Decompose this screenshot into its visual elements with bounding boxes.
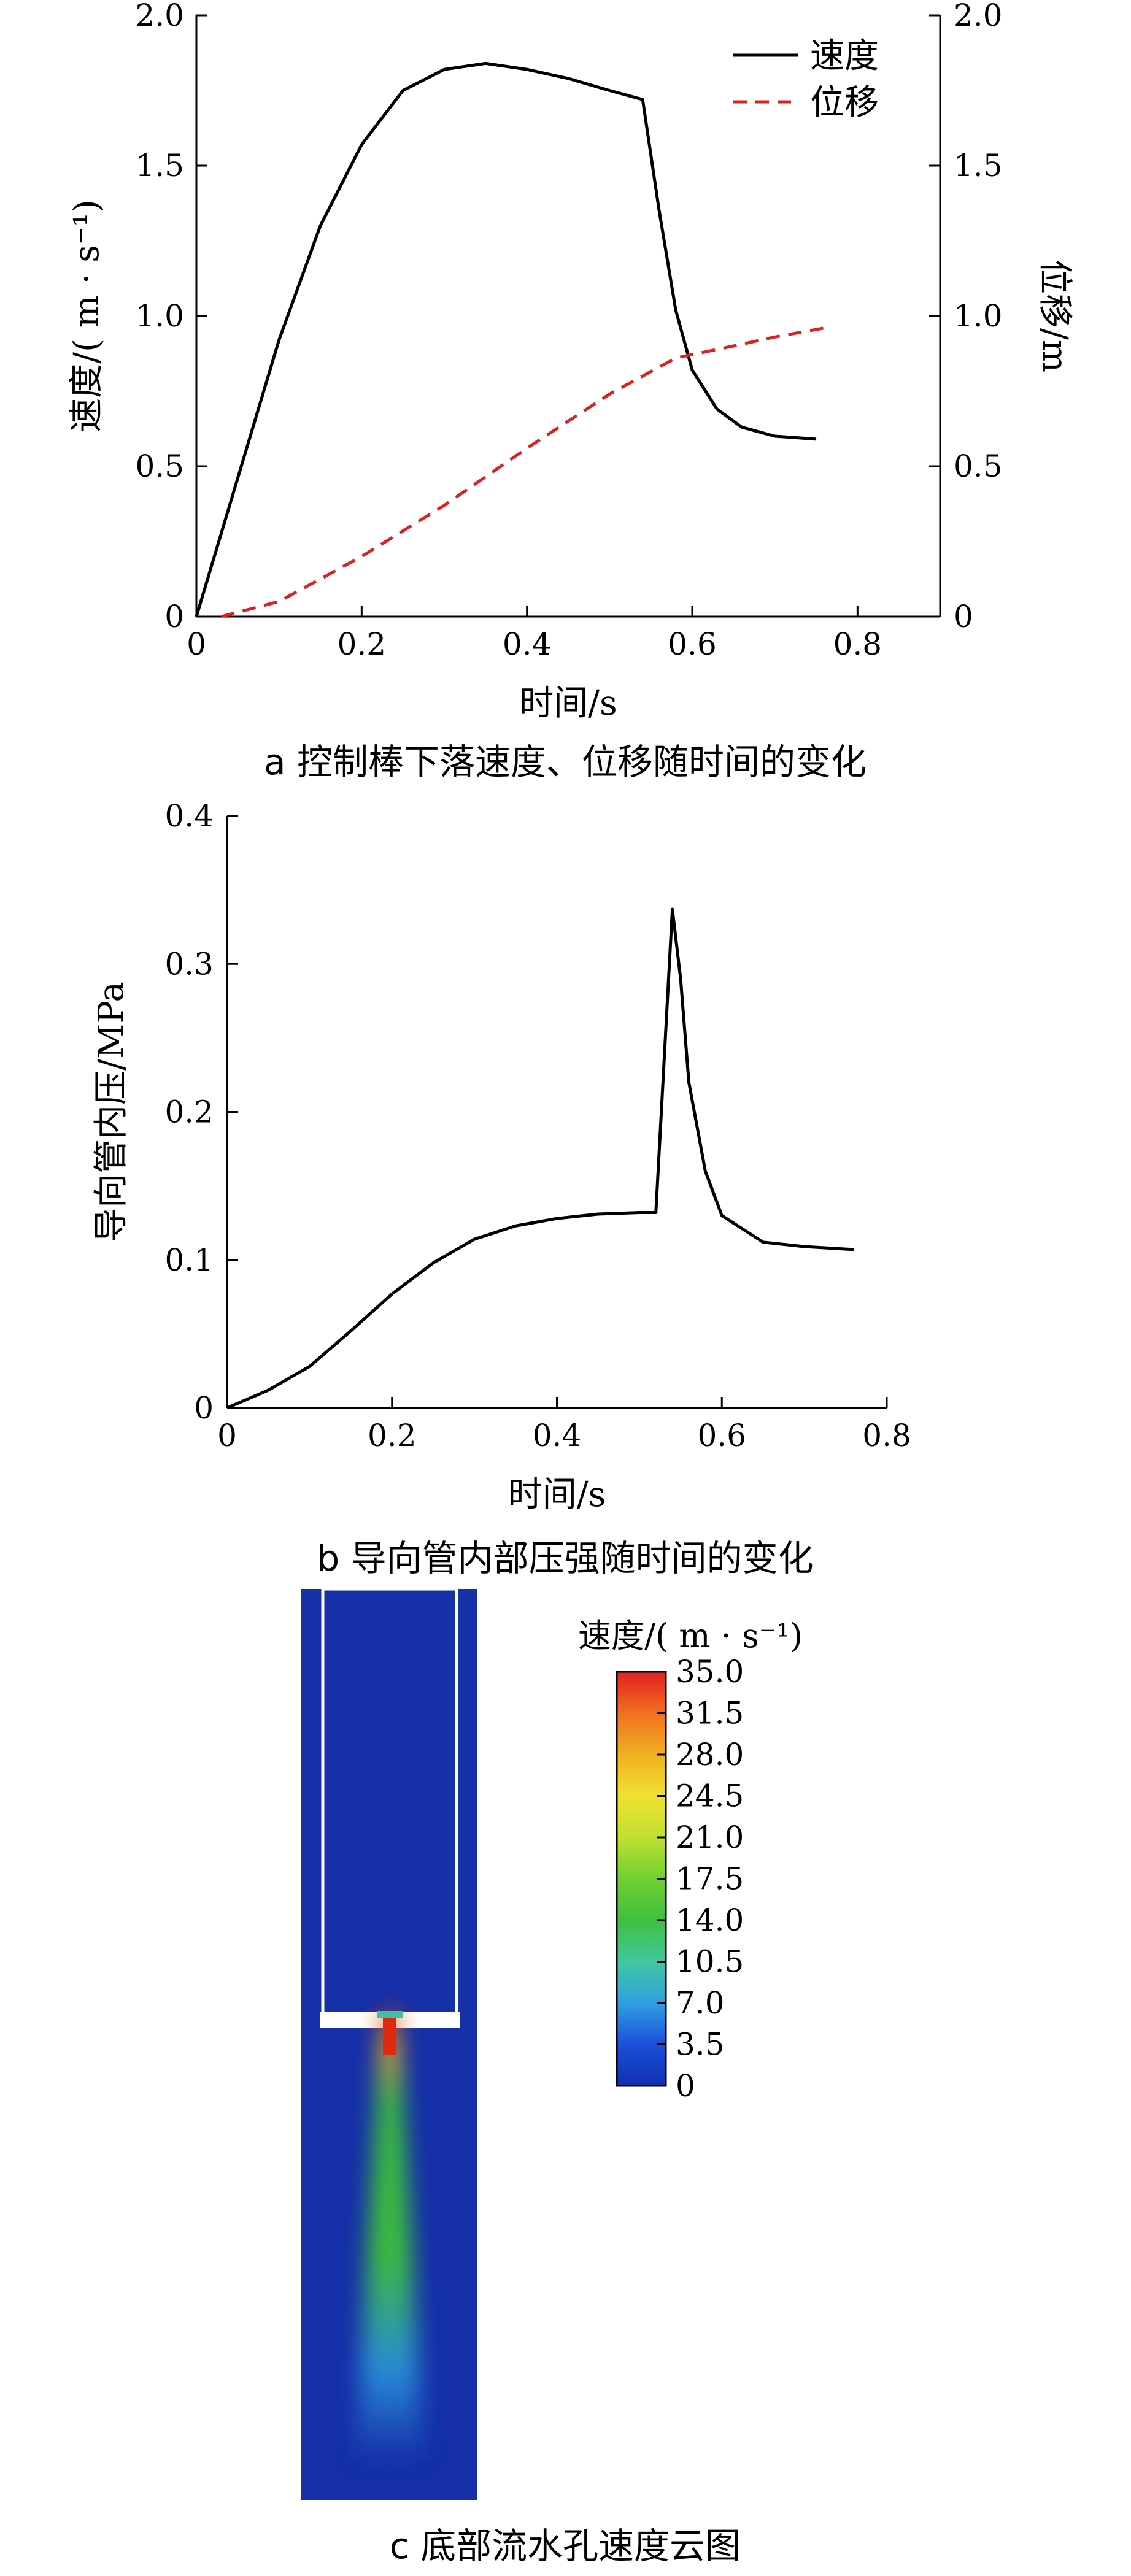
x-tick-label: 0.2 bbox=[368, 1418, 417, 1453]
colorbar-tick-label: 35.0 bbox=[676, 1654, 744, 1690]
y-left-tick-label: 1.0 bbox=[135, 298, 184, 334]
y-left-tick-label: 0 bbox=[164, 599, 184, 634]
y-right-tick-label: 0 bbox=[954, 599, 973, 634]
colorbar-tick-label: 7.0 bbox=[676, 1985, 725, 2021]
velocity-displacement-chart: 0 0.2 0.4 0.6 0.8 0 0.5 1.0 1.5 2.0 0 0.5 1.0 1.5 2.0 时… bbox=[67, 0, 1075, 783]
chart-panel-a: 0 0.2 0.4 0.6 0.8 0 0.5 1.0 1.5 2.0 0 0.5 1.0 1.5 2.0 时… bbox=[0, 0, 1131, 791]
x-axis-label: 时间/s bbox=[519, 683, 617, 723]
chart-panel-b: 0 0.2 0.4 0.6 0.8 0 0.1 0.2 0.3 0.4 时间/s 导向管内压/MPa b… bbox=[0, 791, 1131, 1589]
colorbar-tick-label: 10.5 bbox=[676, 1944, 744, 1980]
colorbar-tick-label: 3.5 bbox=[676, 2027, 725, 2063]
colorbar-tick-label: 31.5 bbox=[676, 1696, 744, 1731]
y-left-tick-label: 2.0 bbox=[135, 0, 184, 33]
colorbar-title: 速度/( m · s⁻¹) bbox=[578, 1617, 803, 1655]
series-line-0 bbox=[195, 61, 817, 617]
y-tick-label: 0 bbox=[194, 1390, 214, 1426]
y-axis-label: 导向管内压/MPa bbox=[91, 982, 131, 1242]
colorbar-tick-label: 28.0 bbox=[676, 1737, 744, 1772]
colorbar-tick-label: 21.0 bbox=[676, 1820, 744, 1855]
y-right-axis-label: 位移/m bbox=[1035, 260, 1075, 372]
legend-label-0: 速度 bbox=[810, 36, 879, 76]
y-left-tick-label: 1.5 bbox=[135, 148, 184, 183]
x-tick-label: 0.6 bbox=[697, 1418, 746, 1453]
x-tick-label: 0.8 bbox=[862, 1418, 911, 1453]
jet-plume bbox=[356, 2012, 423, 2460]
colorbar-tick-label: 24.5 bbox=[676, 1778, 744, 1814]
pressure-chart: 0 0.2 0.4 0.6 0.8 0 0.1 0.2 0.3 0.4 时间/s 导向管内压/MPa b… bbox=[91, 798, 911, 1579]
x-tick-label: 0.4 bbox=[533, 1418, 582, 1453]
y-left-axis-label: 速度/( m · s⁻¹) bbox=[67, 199, 107, 433]
x-axis-label: 时间/s bbox=[508, 1475, 606, 1515]
y-right-tick-label: 1.5 bbox=[954, 148, 1003, 183]
caption-b: b 导向管内部压强随时间的变化 bbox=[317, 1537, 813, 1579]
colorbar-tick-label: 0 bbox=[676, 2068, 695, 2104]
jet-outlet bbox=[377, 2011, 403, 2018]
y-right-tick-label: 0.5 bbox=[954, 448, 1003, 484]
x-tick-label: 0 bbox=[187, 626, 206, 662]
y-tick-label: 0.1 bbox=[164, 1242, 214, 1278]
y-tick-label: 0.4 bbox=[164, 798, 214, 834]
x-tick-label: 0.8 bbox=[833, 626, 882, 662]
y-tick-label: 0.2 bbox=[164, 1094, 214, 1130]
y-tick-label: 0.3 bbox=[164, 946, 214, 982]
y-left-tick-label: 0.5 bbox=[135, 448, 184, 484]
chart-panel-c: 速度/( m · s⁻¹) 35.0 31.5 28.0 24.5 21.0 17.5 14.… bbox=[0, 1587, 1131, 2574]
x-tick-label: 0.2 bbox=[338, 626, 387, 662]
legend-label-1: 位移 bbox=[810, 83, 879, 123]
y-right-tick-label: 2.0 bbox=[954, 0, 1003, 33]
caption-c: c 底部流水孔速度云图 bbox=[390, 2525, 741, 2567]
velocity-contour-figure: 速度/( m · s⁻¹)35.0 31.5 28.0 24.5 21.0 17.5 14.… bbox=[301, 1587, 803, 2567]
series-line-1 bbox=[220, 326, 825, 618]
colorbar-tick-label: 17.5 bbox=[676, 1861, 744, 1897]
y-right-tick-label: 1.0 bbox=[954, 298, 1003, 334]
colorbar-tick-label: 14.0 bbox=[676, 1902, 744, 1938]
caption-a: a 控制棒下落速度、位移随时间的变化 bbox=[264, 741, 867, 783]
x-tick-label: 0 bbox=[217, 1418, 237, 1453]
series-line-0 bbox=[226, 907, 854, 1410]
jet-core bbox=[383, 2012, 396, 2055]
x-tick-label: 0.6 bbox=[668, 626, 717, 662]
x-tick-label: 0.4 bbox=[503, 626, 552, 662]
